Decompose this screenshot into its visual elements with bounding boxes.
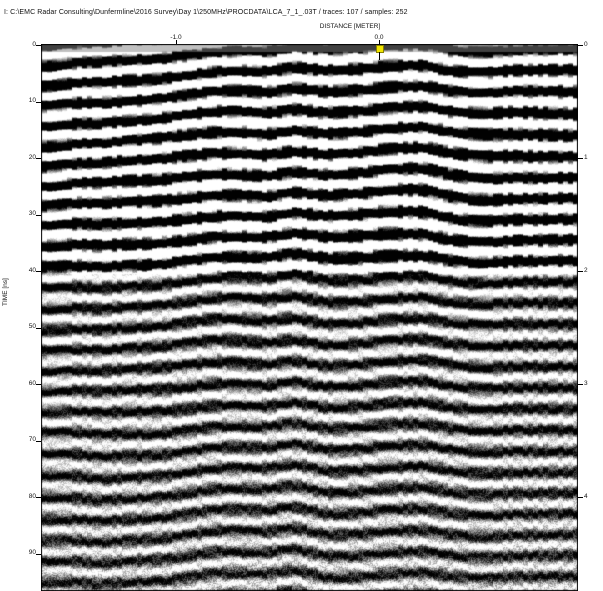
tick-mark (36, 497, 41, 498)
y-tick-left: 70 (28, 436, 36, 443)
y-tick-left: 90 (28, 549, 36, 556)
y-tick-right: 1 (584, 154, 588, 161)
y-tick-right: 0 (584, 41, 588, 48)
tick-mark (36, 158, 41, 159)
tick-mark (36, 327, 41, 329)
y-tick-right: 3 (584, 380, 588, 387)
tick-mark (36, 45, 41, 46)
tick-mark (36, 440, 41, 442)
tick-mark (36, 553, 41, 555)
trace-position-marker[interactable] (376, 45, 384, 53)
tick-mark (36, 101, 41, 103)
y-tick-left: 20 (28, 154, 36, 161)
radargram-canvas[interactable] (41, 44, 578, 591)
tick-mark (578, 497, 583, 498)
tick-mark (36, 384, 41, 385)
tick-mark (578, 384, 583, 385)
tick-mark (176, 40, 177, 44)
y-tick-right: 2 (584, 267, 588, 274)
y-tick-left: 80 (28, 493, 36, 500)
y-tick-left: 60 (28, 380, 36, 387)
x-tick-label: -1.0 (170, 34, 182, 41)
tick-mark (578, 45, 583, 46)
y-tick-right: 4 (584, 493, 588, 500)
tick-mark (578, 271, 583, 272)
x-axis-label: DISTANCE [METER] (319, 23, 381, 30)
y-axis-label: TIME [ns] (2, 278, 9, 306)
tick-mark (36, 214, 41, 216)
y-tick-left: 30 (28, 210, 36, 217)
y-tick-left: 0 (32, 41, 36, 48)
y-tick-left: 40 (28, 267, 36, 274)
y-tick-left: 10 (28, 97, 36, 104)
tick-mark (578, 158, 583, 159)
tick-mark (36, 271, 41, 272)
window-title: I: C:\EMC Radar Consulting\Dunfermline\2… (4, 9, 408, 16)
x-tick-label: 0.0 (374, 34, 384, 41)
tick-mark (379, 40, 380, 44)
y-tick-left: 50 (28, 323, 36, 330)
trace-marker-line (379, 52, 380, 60)
